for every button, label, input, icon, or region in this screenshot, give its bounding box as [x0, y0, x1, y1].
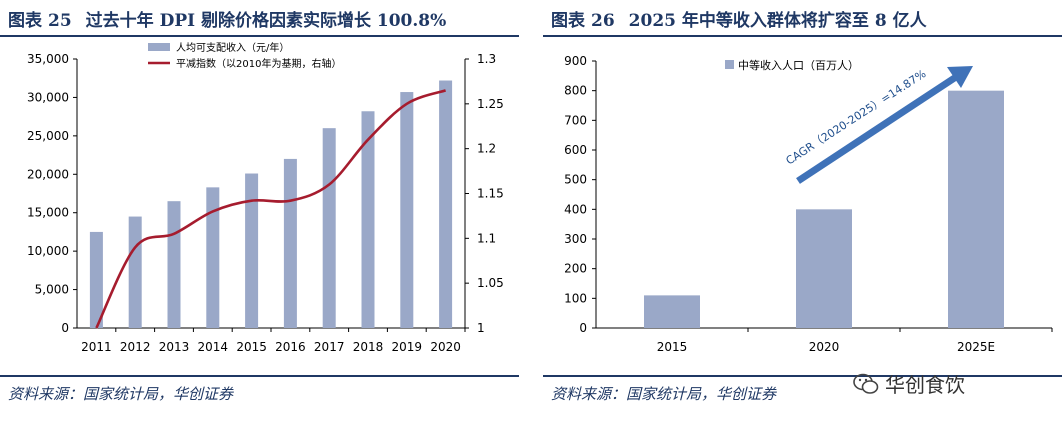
wechat-icon	[853, 373, 879, 394]
left-source-note: 资料来源：国家统计局，华创证券	[8, 385, 234, 403]
left-figure-panel: 图表 25 过去十年 DPI 剔除价格因素实际增长 100.8% 0 5,000 10,…	[0, 0, 520, 431]
watermark-text: 华创食饮	[885, 373, 965, 397]
right-figure-number: 26	[591, 11, 615, 31]
right-y-tick-label: 1.2	[477, 142, 496, 156]
x-tick-label: 2017	[314, 340, 345, 354]
x-tick-label: 2011	[81, 340, 112, 354]
legend-bar-swatch	[148, 43, 170, 51]
income-bar	[245, 173, 259, 328]
legend-line-label: 平减指数（以2010年为基期，右轴）	[176, 57, 341, 70]
right-title-rule	[543, 35, 1062, 37]
income-bar	[439, 80, 453, 329]
right-y-tick-label: 1.3	[477, 52, 496, 66]
watermark: 华创食饮	[853, 369, 965, 398]
x-tick-label: 2012	[120, 340, 151, 354]
y-tick-label: 300	[564, 232, 587, 246]
right-figure-panel: 图表 26 2025 年中等收入群体将扩容至 8 亿人 0 100 200 300 400 5…	[543, 0, 1064, 431]
left-y-tick-label: 15,000	[27, 206, 69, 220]
y-tick-label: 100	[564, 291, 587, 305]
left-figure-number: 25	[48, 11, 72, 31]
left-figure-title: 图表 25 过去十年 DPI 剔除价格因素实际增长 100.8%	[8, 6, 446, 31]
growth-arrow-shaft	[796, 72, 961, 184]
deflator-line	[95, 89, 447, 329]
left-y-tick-label: 30,000	[27, 90, 69, 104]
right-figure-label: 图表	[551, 11, 585, 31]
income-bar	[206, 187, 220, 328]
left-y-tick-label: 25,000	[27, 129, 69, 143]
x-tick-label: 2025E	[957, 340, 995, 354]
x-tick-label: 2020	[430, 340, 461, 354]
legend-label: 中等收入人口（百万人）	[738, 58, 859, 72]
y-tick-label: 600	[564, 143, 587, 157]
x-tick-label: 2015	[236, 340, 267, 354]
x-tick-label: 2016	[275, 340, 306, 354]
x-tick-label: 2020	[809, 340, 840, 354]
middle-income-bar	[796, 209, 852, 328]
left-title-rule	[0, 35, 519, 37]
growth-arrow-head	[947, 66, 973, 88]
income-bar	[400, 92, 414, 328]
right-y-tick-label: 1.05	[477, 276, 504, 290]
left-y-tick-label: 10,000	[27, 244, 69, 258]
income-bar	[283, 158, 297, 328]
y-tick-label: 0	[579, 321, 587, 335]
income-bar	[167, 201, 181, 328]
y-tick-label: 400	[564, 202, 587, 216]
left-figure-label: 图表	[8, 11, 42, 31]
x-tick-label: 2013	[159, 340, 190, 354]
left-bar-line-chart: 0 5,000 10,000 15,000 20,000 25,000 30,000 35,0…	[27, 41, 504, 354]
x-tick-label: 2018	[353, 340, 384, 354]
y-tick-label: 700	[564, 113, 587, 127]
right-y-tick-label: 1.15	[477, 187, 504, 201]
income-bar	[89, 231, 103, 328]
income-bar	[128, 216, 142, 328]
right-figure-title-text: 2025 年中等收入群体将扩容至 8 亿人	[628, 11, 927, 31]
legend-bar-label: 人均可支配收入（元/年）	[176, 41, 289, 54]
left-y-tick-label: 0	[61, 321, 69, 335]
left-y-tick-label: 35,000	[27, 52, 69, 66]
middle-income-bar	[644, 295, 700, 328]
right-y-tick-label: 1.25	[477, 97, 504, 111]
y-tick-label: 200	[564, 262, 587, 276]
y-tick-label: 800	[564, 84, 587, 98]
x-tick-label: 2015	[657, 340, 688, 354]
right-y-tick-label: 1	[477, 321, 485, 335]
cagr-annotation: CAGR（2020-2025）=14.87%	[784, 67, 929, 167]
left-source-rule	[0, 375, 519, 377]
income-bar	[361, 111, 375, 329]
x-tick-label: 2014	[198, 340, 229, 354]
right-source-note: 资料来源：国家统计局，华创证券	[551, 385, 777, 403]
left-figure-title-text: 过去十年 DPI 剔除价格因素实际增长 100.8%	[85, 11, 447, 31]
left-y-tick-label: 20,000	[27, 167, 69, 181]
middle-income-bar	[948, 90, 1004, 329]
x-tick-label: 2019	[392, 340, 423, 354]
y-tick-label: 900	[564, 54, 587, 68]
right-source-rule	[543, 375, 1062, 377]
legend-swatch	[725, 60, 734, 69]
y-tick-label: 500	[564, 173, 587, 187]
income-bar	[322, 128, 336, 328]
right-y-tick-label: 1.1	[477, 231, 496, 245]
right-figure-title: 图表 26 2025 年中等收入群体将扩容至 8 亿人	[551, 6, 927, 31]
right-bar-chart: 0 100 200 300 400 500 600 700 800 900 2015 2020 2025…	[564, 54, 1053, 354]
left-y-tick-label: 5,000	[35, 283, 69, 297]
